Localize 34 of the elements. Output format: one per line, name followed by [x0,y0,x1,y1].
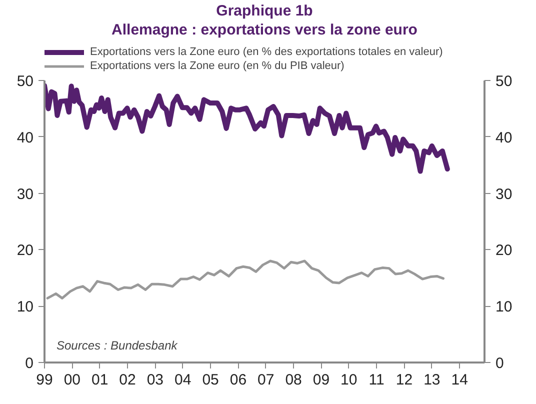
x-tick-label: 08 [285,372,302,388]
x-tick-label: 12 [396,372,413,388]
y-tick-label: 30 [16,186,34,203]
x-tick-label: 01 [92,372,108,388]
x-tick-label: 14 [451,372,468,388]
x-tick-label: 10 [340,372,358,388]
y2-tick-label: 20 [496,242,512,260]
y2-tick-label: 30 [496,186,512,203]
chart-title: Graphique 1b [216,2,313,20]
y-tick-label: 0 [25,355,34,372]
chart-subtitle: Allemagne : exportations vers la zone euro [112,22,418,38]
x-tick-label: 05 [202,372,219,388]
y-tick-label: 50 [16,73,34,90]
line-series [46,260,445,300]
y-tick-label: 40 [16,129,34,146]
legend-label: Exportations vers la Zone euro (en % du PIB valeur) [90,60,344,72]
annotation: Sources : Bundesbank [56,338,178,352]
x-tick-label: 02 [119,372,136,388]
x-tick-label: 11 [368,372,384,388]
legend-label: Exportations vers la Zone euro (en % des exportations totales en valeur) [90,46,443,58]
x-tick-label: 13 [424,372,440,388]
x-tick-label: 09 [312,372,330,388]
y2-tick-label: 50 [496,73,512,90]
x-tick-label: 06 [230,372,247,388]
x-tick-label: 00 [64,372,81,388]
y2-tick-label: 10 [496,298,512,316]
y2-tick-label: 40 [496,129,512,146]
x-tick-label: 03 [146,372,164,388]
x-tick-label: 04 [174,372,192,388]
y-tick-label: 10 [16,298,34,316]
y-tick-label: 20 [16,242,34,260]
x-tick-label: 99 [36,372,53,388]
x-tick-label: 07 [258,372,274,388]
y2-tick-label: 0 [496,355,504,372]
